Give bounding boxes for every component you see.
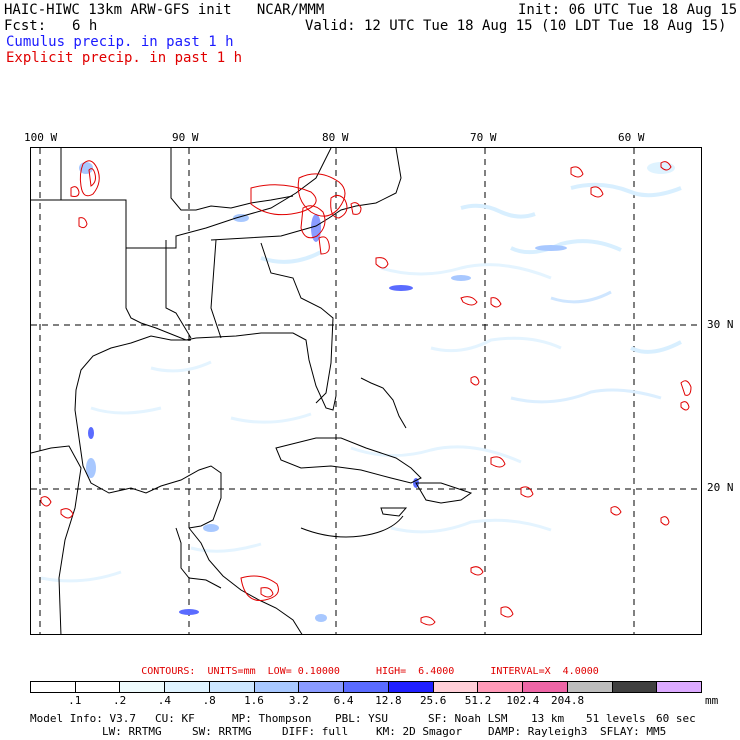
model-info-sw: SW: RRTMG (192, 725, 252, 738)
valid-time: Valid: 12 UTC Tue 18 Aug 15 (10 LDT Tue … (305, 18, 727, 34)
color-bar-segment (388, 682, 434, 692)
color-bar-segment (254, 682, 300, 692)
model-title: HAIC-HIWC 13km ARW-GFS init NCAR/MMM (4, 2, 325, 18)
color-bar-tick: .4 (157, 694, 172, 707)
map-canvas (31, 148, 701, 634)
model-info-cu: CU: KF (155, 712, 195, 725)
fcst-value: 6 h (72, 18, 98, 34)
model-info-sf: SF: Noah LSM (428, 712, 508, 725)
color-bar-tick: 204.8 (551, 694, 585, 707)
color-bar-tick: 1.6 (244, 694, 264, 707)
color-bar-segment (75, 682, 121, 692)
precip-map (30, 147, 702, 635)
color-bar-segment (567, 682, 613, 692)
color-bar-segment (120, 682, 166, 692)
color-bar-tick: 51.2 (464, 694, 492, 707)
color-bar-segment (657, 682, 702, 692)
color-bar-segment (612, 682, 658, 692)
color-bar-segment (344, 682, 389, 692)
model-info-resolution: 13 km (531, 712, 565, 725)
model-info-version: Model Info: V3.7 (30, 712, 136, 725)
model-info-damp: DAMP: Rayleigh3 (488, 725, 588, 738)
model-info-mp: MP: Thompson (232, 712, 312, 725)
model-info-pbl: PBL: YSU (335, 712, 388, 725)
cumulus-legend: Cumulus precip. in past 1 h (6, 34, 234, 50)
color-bar-tick: 6.4 (333, 694, 354, 707)
color-bar-tick: 102.4 (506, 694, 540, 707)
lon-label-80w: 80 W (322, 131, 349, 144)
model-info-km: KM: 2D Smagor (376, 725, 463, 738)
model-info-timestep: 60 sec (656, 712, 696, 725)
color-bar-segment (433, 682, 479, 692)
color-bar-segment (209, 682, 255, 692)
lon-label-100w: 100 W (24, 131, 58, 144)
model-info-sflay: SFLAY: MM5 (600, 725, 667, 738)
color-bar-tick: 12.8 (375, 694, 402, 707)
model-info-levels: 51 levels (586, 712, 646, 725)
color-bar-tick: .2 (112, 694, 127, 707)
color-bar-unit: mm (705, 694, 719, 707)
cumulus-precip (40, 162, 682, 622)
color-bar (30, 681, 702, 693)
explicit-legend: Explicit precip. in past 1 h (6, 50, 243, 66)
coastlines (31, 148, 473, 634)
color-bar-segment (165, 682, 210, 692)
color-bar-tick: 3.2 (288, 694, 309, 707)
lat-label-30n: 30 N (707, 318, 734, 331)
lon-label-70w: 70 W (470, 131, 497, 144)
model-info-lw: LW: RRTMG (102, 725, 162, 738)
color-bar-tick: .8 (202, 694, 216, 707)
color-bar-tick: 25.6 (419, 694, 447, 707)
fcst-label: Fcst: (4, 18, 47, 34)
color-bar-segment (299, 682, 345, 692)
color-bar-segment (31, 682, 76, 692)
lat-label-20n: 20 N (707, 481, 734, 494)
color-bar-tick: .1 (68, 694, 82, 707)
lon-label-90w: 90 W (172, 131, 199, 144)
color-bar-segment (478, 682, 524, 692)
init-time: Init: 06 UTC Tue 18 Aug 15 (518, 2, 738, 18)
lon-label-60w: 60 W (618, 131, 645, 144)
contours-info: CONTOURS: UNITS=mm LOW= 0.10000 HIGH= 6.… (141, 666, 599, 677)
model-info-diff: DIFF: full (282, 725, 349, 738)
explicit-precip (40, 160, 692, 626)
color-bar-segment (523, 682, 568, 692)
